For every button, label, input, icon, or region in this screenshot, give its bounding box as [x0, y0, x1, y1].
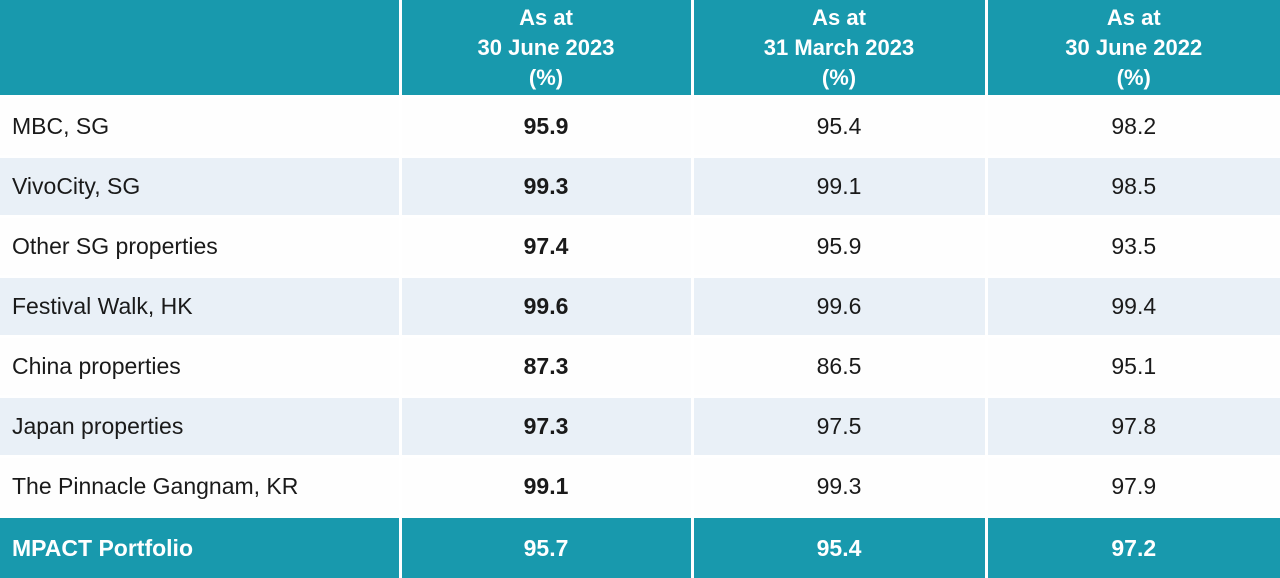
value-30-june-2022: 97.8	[984, 396, 1280, 458]
value-31-march-2023: 99.3	[690, 456, 986, 518]
value-30-june-2022: 95.1	[984, 336, 1280, 398]
table-body: MBC, SG 95.9 95.4 98.2 VivoCity, SG 99.3…	[0, 96, 1280, 578]
value-31-march-2023: 95.9	[690, 216, 986, 278]
value-30-june-2023: 95.9	[398, 96, 692, 158]
row-label: China properties	[0, 336, 400, 398]
header-col-30-june-2022: As at 30 June 2022 (%)	[984, 0, 1280, 98]
row-label: The Pinnacle Gangnam, KR	[0, 456, 400, 518]
row-label: MBC, SG	[0, 96, 400, 158]
table-row: Other SG properties 97.4 95.9 93.5	[0, 216, 1280, 278]
table-row: The Pinnacle Gangnam, KR 99.1 99.3 97.9	[0, 456, 1280, 518]
table-row: VivoCity, SG 99.3 99.1 98.5	[0, 156, 1280, 218]
portfolio-total-row: MPACT Portfolio 95.7 95.4 97.2	[0, 516, 1280, 578]
table-row: Japan properties 97.3 97.5 97.8	[0, 396, 1280, 458]
table-row: Festival Walk, HK 99.6 99.6 99.4	[0, 276, 1280, 338]
value-31-march-2023: 95.4	[690, 516, 986, 578]
row-label: VivoCity, SG	[0, 156, 400, 218]
value-30-june-2023: 97.4	[398, 216, 692, 278]
value-31-march-2023: 97.5	[690, 396, 986, 458]
value-30-june-2023: 87.3	[398, 336, 692, 398]
row-label: MPACT Portfolio	[0, 516, 400, 578]
header-row: As at 30 June 2023 (%) As at 31 March 20…	[0, 0, 1280, 98]
value-30-june-2023: 99.3	[398, 156, 692, 218]
value-30-june-2022: 98.5	[984, 156, 1280, 218]
value-30-june-2023: 99.1	[398, 456, 692, 518]
value-30-june-2022: 97.2	[984, 516, 1280, 578]
header-col-30-june-2023: As at 30 June 2023 (%)	[398, 0, 692, 98]
value-31-march-2023: 86.5	[690, 336, 986, 398]
value-31-march-2023: 99.6	[690, 276, 986, 338]
table-header: As at 30 June 2023 (%) As at 31 March 20…	[0, 0, 1280, 98]
value-31-march-2023: 95.4	[690, 96, 986, 158]
value-30-june-2023: 97.3	[398, 396, 692, 458]
value-30-june-2022: 97.9	[984, 456, 1280, 518]
value-31-march-2023: 99.1	[690, 156, 986, 218]
value-30-june-2023: 95.7	[398, 516, 692, 578]
value-30-june-2022: 93.5	[984, 216, 1280, 278]
row-label: Other SG properties	[0, 216, 400, 278]
table-row: MBC, SG 95.9 95.4 98.2	[0, 96, 1280, 158]
value-30-june-2022: 99.4	[984, 276, 1280, 338]
header-col-31-march-2023: As at 31 March 2023 (%)	[690, 0, 986, 98]
value-30-june-2022: 98.2	[984, 96, 1280, 158]
table-row: China properties 87.3 86.5 95.1	[0, 336, 1280, 398]
value-30-june-2023: 99.6	[398, 276, 692, 338]
header-corner-cell	[0, 0, 400, 98]
row-label: Festival Walk, HK	[0, 276, 400, 338]
row-label: Japan properties	[0, 396, 400, 458]
